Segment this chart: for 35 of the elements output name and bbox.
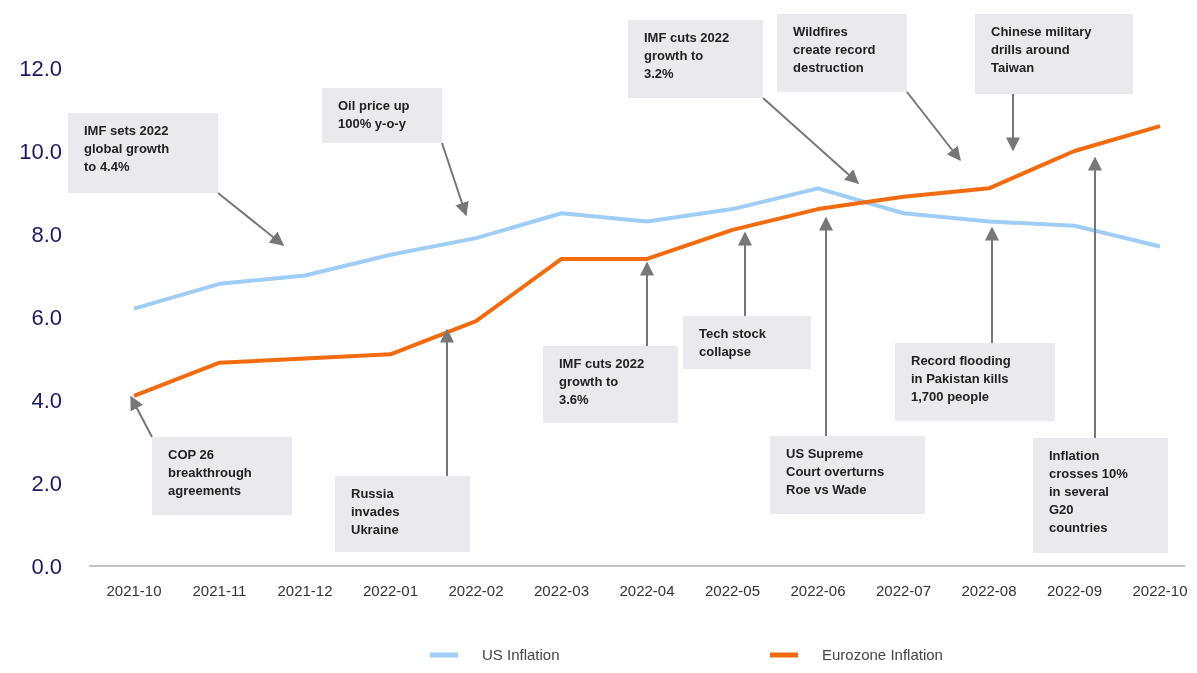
x-tick-label: 2021-12 <box>277 582 333 599</box>
annotation: Tech stock collapse <box>699 326 767 359</box>
line-series <box>132 186 1162 311</box>
x-tick-label: 2022-06 <box>790 582 846 599</box>
x-tick-label: 2022-01 <box>362 582 419 599</box>
annotation: Record flooding in Pakistan kills 1,700 people <box>911 353 1011 404</box>
annotation: Oil price up 100% y-o-y <box>338 98 410 131</box>
x-tick-label: 2022-02 <box>448 582 504 599</box>
annotation: IMF cuts 2022 growth to 3.2% <box>644 30 730 81</box>
annotation: Inflation crosses 10% in several G20 countries <box>1049 448 1129 535</box>
annotation: US Supreme Court overturns Roe vs Wade <box>786 446 885 497</box>
y-tick-label: 4.0 <box>31 387 62 413</box>
x-tick-label: 2022-03 <box>533 582 590 599</box>
y-tick-label: 12.0 <box>19 55 62 81</box>
annotation: Wildfires create record destruction <box>793 24 876 75</box>
x-tick-label: 2022-08 <box>961 582 1017 599</box>
y-tick-label: 0.0 <box>31 553 62 579</box>
x-tick-label: 2022-09 <box>1046 582 1103 599</box>
annotation: IMF sets 2022 global growth to 4.4% <box>84 123 170 174</box>
legend-label: US Inflation <box>482 646 560 664</box>
annotation: Russia invades Ukraine <box>351 486 400 537</box>
annotation: COP 26 breakthrough agreements <box>168 447 252 498</box>
x-tick-label: 2021-11 <box>192 582 247 599</box>
annotation: Chinese military drills around Taiwan <box>991 24 1093 75</box>
x-tick-label: 2022-04 <box>619 582 675 599</box>
legend-label: Eurozone Inflation <box>822 646 943 664</box>
x-tick-label: 2022-07 <box>875 582 932 599</box>
x-tick-label: 2021-10 <box>106 582 162 599</box>
x-tick-label: 2022-05 <box>704 582 761 599</box>
x-tick-label: 2022-10 <box>1132 582 1188 599</box>
y-tick-label: 6.0 <box>31 304 62 330</box>
y-tick-label: 10.0 <box>19 138 62 164</box>
y-tick-label: 2.0 <box>31 470 62 496</box>
annotation: IMF cuts 2022 growth to 3.6% <box>559 356 645 407</box>
y-tick-label: 8.0 <box>31 221 62 247</box>
